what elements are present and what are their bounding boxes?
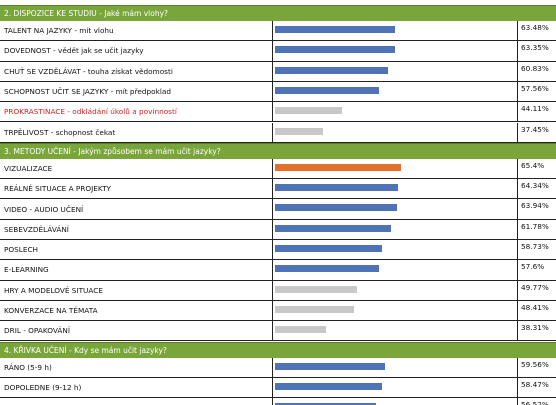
value-label: 57.56% [521, 83, 549, 93]
row-label [0, 398, 273, 405]
section-header: 3. METODY UČENÍ - Jakým způsobem se mám … [0, 142, 556, 159]
bar [275, 285, 358, 293]
bar-cell [273, 81, 518, 102]
row-label: E-LEARNING [0, 260, 273, 280]
row-label: DOPOLEDNE (9-12 h) [0, 377, 273, 398]
value-label: 56.52% [521, 400, 549, 405]
value-label: 63.48% [521, 23, 549, 32]
value-label: 63.35% [521, 43, 549, 53]
value-label: 60.83% [521, 63, 549, 73]
bar-cell [273, 158, 518, 179]
value-label: 65.4% [521, 160, 545, 170]
row-label: DRIL - OPAKOVÁNÍ [0, 321, 273, 341]
bar [275, 184, 398, 192]
value-label: 61.78% [521, 221, 549, 231]
table-row: POSLECH 58.73% [0, 240, 556, 261]
table-row: VIDEO - AUDIO UČENÍ 63.94% [0, 199, 556, 220]
table-row: SEBEVZDĚLÁVÁNÍ 61.78% [0, 219, 556, 240]
table-row: DOVEDNOST - vědět jak se učit jazyky 63.3… [0, 41, 556, 62]
bar-cell [273, 102, 518, 122]
bar-cell [273, 219, 518, 239]
bar [275, 326, 326, 334]
bar-cell [273, 357, 518, 377]
bar-cell [273, 260, 518, 280]
bar [275, 163, 401, 171]
table-row: PROKRASTINACE - odkládání úkolů a povinn… [0, 102, 556, 123]
table-row: KONVERZACE NA TÉMATA 48.41% [0, 300, 556, 322]
table-row: TRPĚLIVOST - schopnost čekat 37.45% [0, 122, 556, 143]
value-label: 57.6% [521, 262, 545, 272]
row-label: VIZUALIZACE [0, 158, 273, 179]
bar-cell [273, 300, 518, 321]
table-row: DRIL - OPAKOVÁNÍ 38.31% [0, 321, 556, 342]
bar [275, 382, 382, 390]
bar-cell [273, 61, 518, 81]
table-row: REÁLNÉ SITUACE A PROJEKTY 64.34% [0, 179, 556, 200]
table-row: SCHOPNOST UČIT SE JAZYKY - mít předpokla… [0, 81, 556, 103]
table-row: CHUŤ SE VZDĚLÁVAT - touha získat vědomos… [0, 61, 556, 82]
row-label: KONVERZACE NA TÉMATA [0, 300, 273, 321]
row-label: CHUŤ SE VZDĚLÁVAT - touha získat vědomos… [0, 61, 273, 81]
bar [275, 26, 396, 33]
bar [275, 204, 397, 212]
bar-cell [273, 398, 518, 405]
bar-cell [273, 21, 518, 41]
value-label: 58.73% [521, 242, 549, 251]
value-label: 48.41% [521, 302, 549, 312]
bar [275, 66, 389, 74]
row-label: TRPĚLIVOST - schopnost čekat [0, 122, 273, 142]
table-row: TALENT NA JAZYKY - mít vlohu 63.48% [0, 21, 556, 42]
bar [275, 224, 391, 232]
table-row: E-LEARNING 57.6% [0, 260, 556, 281]
table-row: 56.52% [0, 398, 556, 405]
bar-cell [273, 321, 518, 341]
section-header: 2. DISPOZICE KE STUDIU - Jaké mám vlohy? [0, 5, 556, 21]
bar-cell [273, 377, 518, 398]
table-row: RÁNO (5-9 h) 59.56% [0, 357, 556, 378]
row-label: SEBEVZDĚLÁVÁNÍ [0, 219, 273, 239]
value-label: 49.77% [521, 282, 549, 292]
row-label: RÁNO (5-9 h) [0, 357, 273, 377]
table-row: HRY A MODELOVÉ SITUACE 49.77% [0, 280, 556, 301]
row-label: HRY A MODELOVÉ SITUACE [0, 280, 273, 300]
bar [275, 107, 342, 115]
bar [275, 127, 324, 135]
bar [275, 86, 380, 94]
bar-cell [273, 122, 518, 142]
row-label: VIDEO - AUDIO UČENÍ [0, 199, 273, 219]
bar-cell [273, 199, 518, 219]
bar-cell [273, 179, 518, 199]
bar [275, 403, 377, 405]
bar-cell [273, 240, 518, 260]
row-label: REÁLNÉ SITUACE A PROJEKTY [0, 179, 273, 199]
value-label: 38.31% [521, 323, 549, 333]
row-label: TALENT NA JAZYKY - mít vlohu [0, 21, 273, 41]
row-label: DOVEDNOST - vědět jak se učit jazyky [0, 41, 273, 61]
value-label: 59.56% [521, 359, 549, 369]
bar [275, 362, 385, 370]
bar [275, 265, 380, 273]
table-row: VIZUALIZACE 65.4% [0, 158, 556, 180]
bar [275, 305, 354, 313]
table-row: DOPOLEDNE (9-12 h) 58.47% [0, 377, 556, 399]
bar [275, 46, 396, 54]
row-label: PROKRASTINACE - odkládání úkolů a povinn… [0, 102, 273, 122]
bar [275, 245, 383, 252]
row-label: POSLECH [0, 240, 273, 260]
value-label: 44.11% [521, 104, 549, 114]
bar-cell [273, 41, 518, 61]
bar-cell [273, 280, 518, 300]
value-label: 37.45% [521, 124, 549, 134]
value-label: 64.34% [521, 181, 549, 191]
row-label: SCHOPNOST UČIT SE JAZYKY - mít předpokla… [0, 81, 273, 102]
section-header: 4. KŘIVKA UČENÍ - Kdy se mám učit jazyky… [0, 341, 556, 358]
value-label: 58.47% [521, 379, 549, 389]
value-label: 63.94% [521, 201, 549, 211]
